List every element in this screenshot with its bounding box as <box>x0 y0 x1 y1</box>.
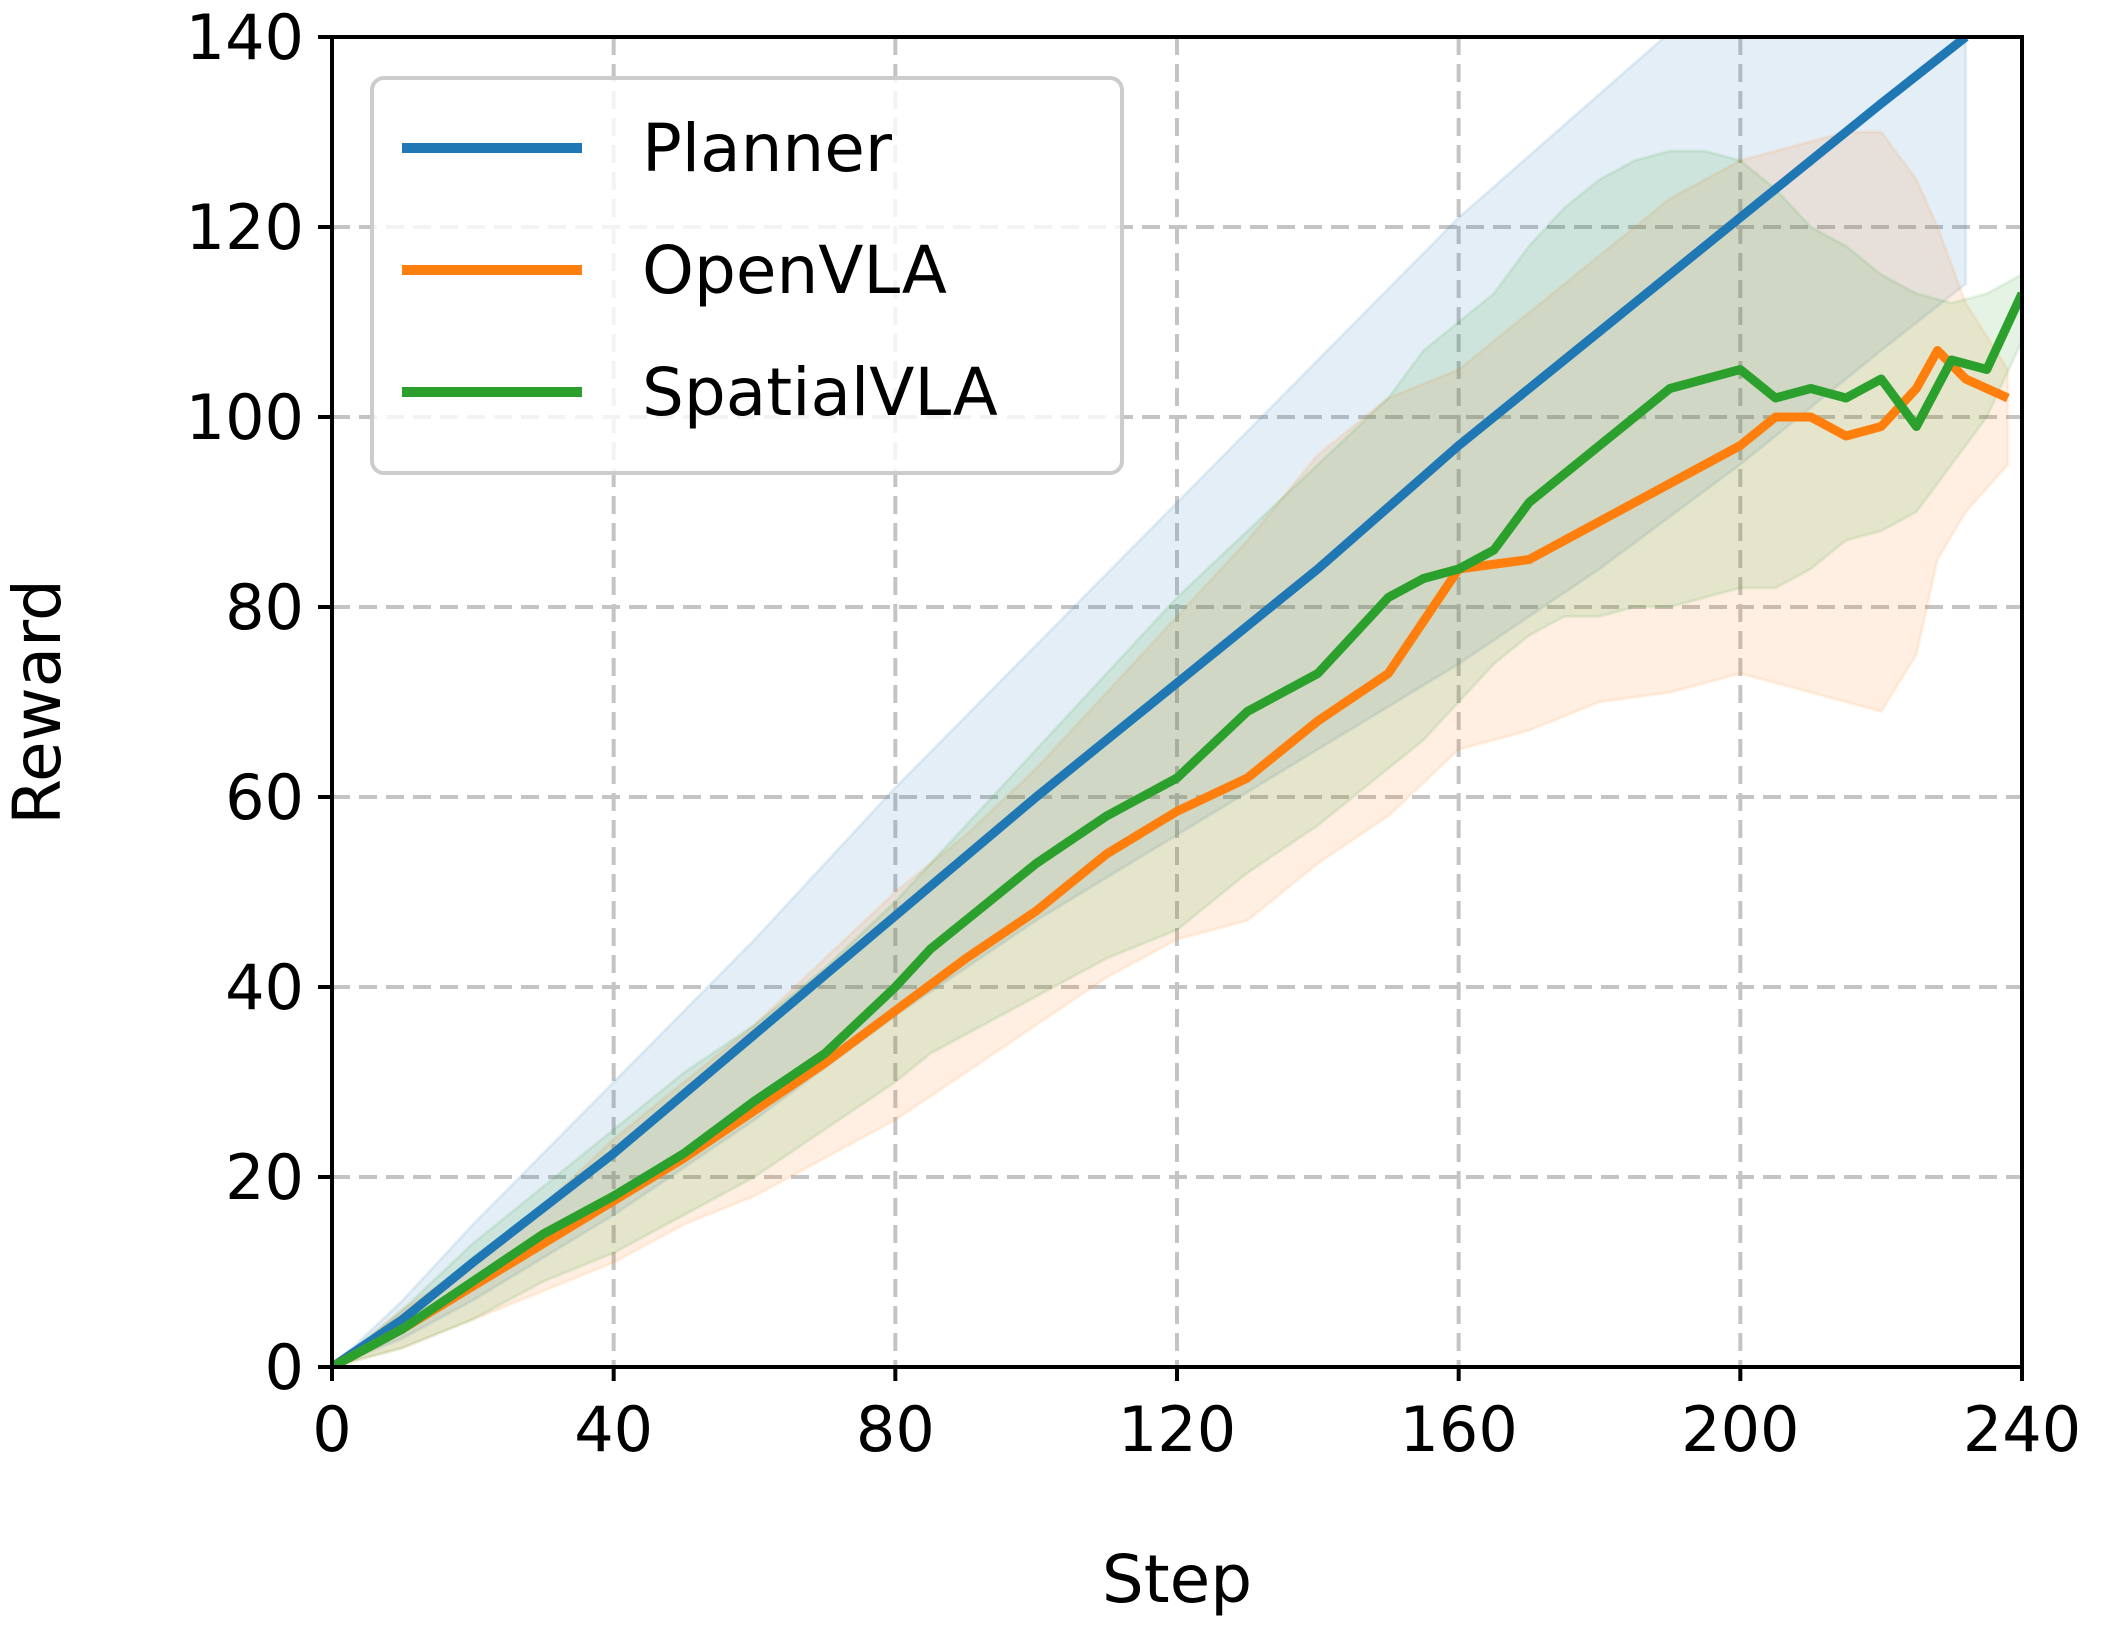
series-lines <box>332 37 2022 1367</box>
x-tick-label: 40 <box>574 1393 653 1466</box>
planner-line <box>332 37 1969 1367</box>
x-tick-label: 120 <box>1118 1393 1236 1466</box>
x-tick-label: 240 <box>1963 1393 2081 1466</box>
x-axis-label: Step <box>1102 1541 1252 1618</box>
x-tick-label: 80 <box>856 1393 935 1466</box>
y-tick-label: 20 <box>225 1141 304 1214</box>
y-tick-label: 40 <box>225 951 304 1024</box>
planner-legend-label: Planner <box>642 110 893 187</box>
y-axis-label: Reward <box>0 579 76 825</box>
openvla-legend-label: OpenVLA <box>642 232 947 309</box>
spatialvla-legend-label: SpatialVLA <box>642 354 998 431</box>
y-tick-label: 140 <box>186 1 304 74</box>
spatialvla-band <box>332 149 2022 1367</box>
y-tick-label: 100 <box>186 381 304 454</box>
legend-box <box>370 76 1124 475</box>
legend: Planner OpenVLA SpatialVLA <box>370 76 1124 475</box>
x-tick-label: 160 <box>1399 1393 1517 1466</box>
y-tick-label: 120 <box>186 191 304 264</box>
spatialvla-line <box>332 291 2022 1367</box>
y-tick-label: 80 <box>225 571 304 644</box>
openvla-band <box>332 130 2010 1367</box>
x-tick-label: 0 <box>312 1393 351 1466</box>
axis-ticks: 0 40 80 120 160 200 240 0 20 40 60 80 100 120 140 <box>186 1 2082 1466</box>
y-tick-label: 60 <box>225 761 304 834</box>
x-tick-label: 200 <box>1681 1393 1799 1466</box>
y-tick-label: 0 <box>265 1331 304 1404</box>
